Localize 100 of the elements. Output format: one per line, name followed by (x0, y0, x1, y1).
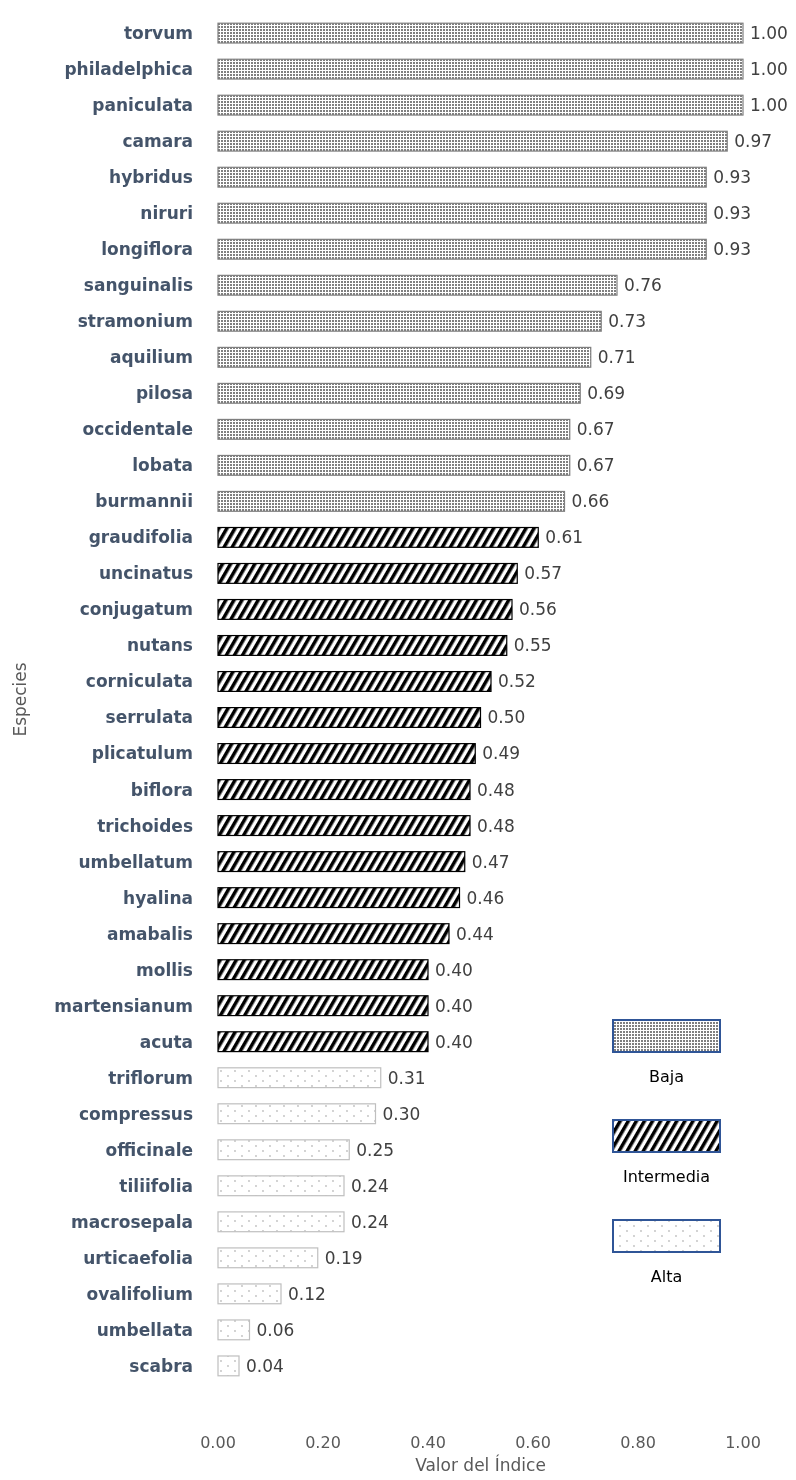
bar (217, 1247, 319, 1269)
y-tick-label: plicatulum (91, 743, 193, 764)
data-label: 0.12 (288, 1283, 326, 1304)
data-label: 0.71 (597, 347, 636, 368)
x-tick-label: 0.60 (515, 1433, 551, 1452)
text: Intermedia (622, 1167, 711, 1186)
y-tick-label: umbellata (96, 1319, 193, 1340)
bar (217, 526, 539, 548)
bar (217, 1211, 345, 1233)
y-tick-label: stramonium (77, 311, 193, 332)
y-tick-label: ovalifolium (86, 1283, 193, 1304)
y-axis-title: Especies (10, 662, 30, 737)
y-tick-label: mollis (136, 959, 193, 980)
y-tick-label: corniculata (85, 671, 193, 692)
x-tick-label: 0.00 (200, 1433, 236, 1452)
y-tick-label: martensianum (54, 995, 193, 1016)
y-tick-label: nutans (126, 635, 193, 656)
y-tick-label: macrosepala (71, 1211, 193, 1232)
bar (217, 130, 728, 152)
data-label: 0.73 (608, 311, 647, 332)
y-tick-label: scabra (129, 1355, 193, 1376)
y-tick-label: amabalis (106, 923, 193, 944)
data-label: 0.47 (471, 851, 510, 872)
bar (217, 598, 513, 620)
bar (217, 707, 482, 729)
data-label: 0.61 (545, 527, 584, 548)
bar (217, 22, 744, 44)
bar (217, 346, 592, 368)
bar (217, 382, 581, 404)
data-label: 0.44 (456, 923, 494, 944)
data-label: 0.69 (587, 383, 626, 404)
y-tick-label: occidentale (82, 419, 193, 440)
y-tick-label: burmannii (95, 491, 193, 512)
x-axis-title: Valor del Índice (415, 1454, 546, 1475)
y-tick-label: paniculata (92, 95, 193, 116)
y-tick-label: lobata (132, 455, 193, 476)
y-tick-label: niruri (140, 203, 193, 224)
y-tick-label: triflorum (108, 1067, 193, 1088)
y-tick-label: longiflora (101, 239, 193, 260)
data-label: 0.57 (524, 563, 563, 584)
bar (217, 887, 461, 909)
y-tick-label: uncinatus (98, 563, 193, 584)
data-label: 0.67 (576, 419, 615, 440)
data-label: 1.00 (750, 95, 788, 116)
y-tick-label: pilosa (135, 383, 193, 404)
data-label: 0.46 (466, 887, 505, 908)
bar (217, 94, 744, 116)
bar (217, 995, 429, 1017)
bar (217, 1175, 345, 1197)
data-label: 0.24 (351, 1175, 389, 1196)
x-tick-label: 0.80 (620, 1433, 656, 1452)
y-tick-label: compressus (78, 1103, 193, 1124)
y-tick-label: umbellatum (78, 851, 193, 872)
data-label: 1.00 (750, 59, 788, 80)
bar (217, 634, 508, 656)
bar (217, 851, 466, 873)
bar (217, 959, 429, 981)
y-tick-label: acuta (139, 1031, 193, 1052)
y-tick-label: aquilium (109, 347, 193, 368)
y-tick-label: conjugatum (79, 599, 193, 620)
data-label: 0.31 (387, 1067, 426, 1088)
y-tick-label: biflora (130, 779, 193, 800)
data-label: 0.48 (477, 779, 515, 800)
data-label: 0.25 (356, 1139, 395, 1160)
bar (217, 1319, 251, 1341)
text: Baja (648, 1067, 685, 1086)
data-label: 0.93 (713, 167, 752, 188)
bar (217, 815, 471, 837)
y-tick-label: tiliifolia (119, 1175, 193, 1196)
y-tick-label: hyalina (123, 887, 193, 908)
bar (217, 274, 618, 296)
bar (217, 238, 707, 260)
bar (217, 1103, 377, 1125)
data-label: 0.55 (513, 635, 552, 656)
bar (217, 923, 450, 945)
bar (217, 1067, 382, 1089)
data-label: 0.04 (246, 1355, 284, 1376)
bar (217, 58, 744, 80)
data-label: 0.48 (477, 815, 515, 836)
data-label: 0.76 (624, 275, 662, 296)
y-tick-label: hybridus (109, 167, 193, 188)
data-label: 0.40 (435, 995, 473, 1016)
bar (217, 1031, 429, 1053)
bar (217, 454, 571, 476)
data-label: 0.67 (576, 455, 615, 476)
data-label: 0.93 (713, 239, 752, 260)
data-label: 0.06 (256, 1319, 295, 1340)
bar (217, 1283, 282, 1305)
bar (217, 490, 566, 512)
data-label: 0.40 (435, 959, 473, 980)
x-tick-label: 1.00 (725, 1433, 761, 1452)
data-label: 1.00 (750, 23, 788, 44)
data-label: 0.66 (571, 491, 610, 512)
bar (217, 418, 571, 440)
y-tick-label: officinale (105, 1139, 193, 1160)
y-tick-label: torvum (123, 23, 193, 44)
bar (217, 779, 471, 801)
data-label: 0.52 (498, 671, 536, 692)
data-label: 0.50 (487, 707, 526, 728)
y-tick-label: trichoides (97, 815, 193, 836)
